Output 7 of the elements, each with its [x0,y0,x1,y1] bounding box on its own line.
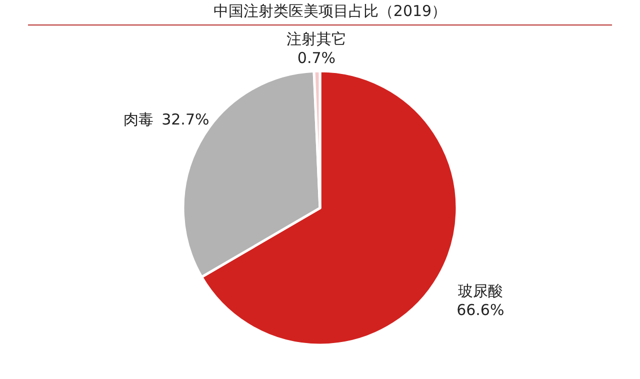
data-label: 66.6% [456,301,504,320]
chart-title: 中国注射类医美项目占比（2019） [213,2,447,20]
slice-label: 肉毒 [124,110,154,128]
data-label: 32.7% [162,110,210,128]
slice-label: 注射其它 [286,30,346,48]
slice-label: 玻尿酸 [458,282,503,300]
data-label: 0.7% [297,49,336,68]
